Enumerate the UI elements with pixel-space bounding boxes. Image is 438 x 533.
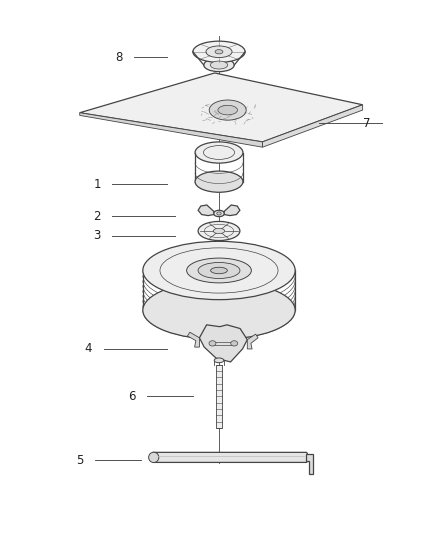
Text: 5: 5 (76, 454, 83, 466)
Text: 2: 2 (93, 209, 101, 223)
Ellipse shape (206, 46, 232, 58)
Text: 4: 4 (85, 342, 92, 355)
Ellipse shape (209, 341, 216, 346)
Ellipse shape (214, 358, 224, 363)
Polygon shape (187, 332, 199, 347)
Ellipse shape (217, 212, 221, 215)
Ellipse shape (211, 267, 227, 273)
FancyBboxPatch shape (152, 453, 307, 463)
Ellipse shape (213, 228, 225, 233)
Ellipse shape (231, 341, 238, 346)
Polygon shape (198, 205, 214, 216)
Ellipse shape (204, 59, 234, 71)
Ellipse shape (198, 262, 240, 279)
Polygon shape (306, 454, 313, 474)
Ellipse shape (198, 221, 240, 240)
Ellipse shape (195, 171, 243, 192)
Text: 1: 1 (93, 178, 101, 191)
Ellipse shape (209, 100, 246, 120)
Polygon shape (247, 334, 258, 349)
Ellipse shape (214, 211, 224, 216)
Text: 3: 3 (93, 229, 101, 242)
Ellipse shape (143, 281, 295, 340)
Ellipse shape (187, 258, 251, 283)
Ellipse shape (215, 50, 223, 54)
Ellipse shape (210, 61, 228, 69)
Ellipse shape (195, 142, 243, 163)
Polygon shape (80, 73, 363, 142)
Text: 7: 7 (363, 117, 371, 130)
Polygon shape (199, 325, 247, 362)
FancyBboxPatch shape (216, 365, 222, 428)
Text: 6: 6 (128, 390, 136, 403)
Polygon shape (80, 113, 262, 147)
Ellipse shape (193, 41, 245, 62)
Polygon shape (262, 105, 363, 147)
Text: 8: 8 (115, 51, 123, 63)
Ellipse shape (218, 106, 237, 115)
Ellipse shape (143, 241, 295, 300)
Polygon shape (224, 205, 240, 216)
Ellipse shape (148, 452, 159, 463)
